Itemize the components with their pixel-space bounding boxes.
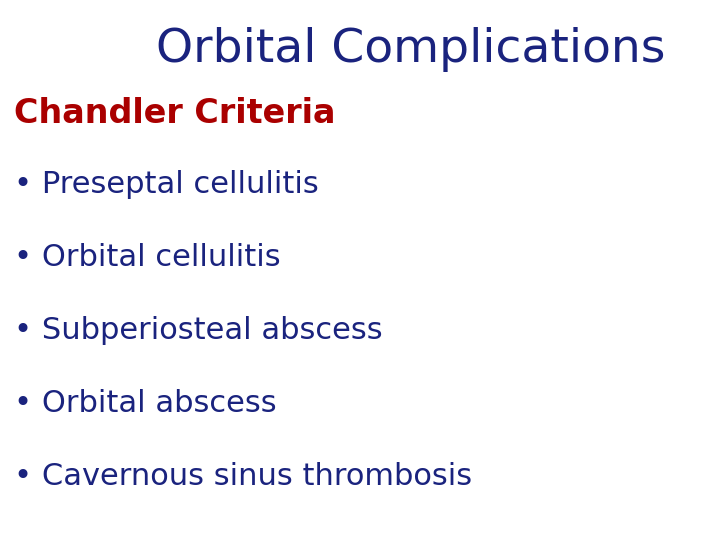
Text: • Cavernous sinus thrombosis: • Cavernous sinus thrombosis [14, 462, 472, 491]
Text: • Subperiosteal abscess: • Subperiosteal abscess [14, 316, 383, 345]
Text: • Preseptal cellulitis: • Preseptal cellulitis [14, 170, 319, 199]
Text: • Orbital cellulitis: • Orbital cellulitis [14, 243, 281, 272]
Text: • Orbital abscess: • Orbital abscess [14, 389, 277, 418]
Text: Orbital Complications: Orbital Complications [156, 27, 665, 72]
Text: Chandler Criteria: Chandler Criteria [14, 97, 336, 130]
